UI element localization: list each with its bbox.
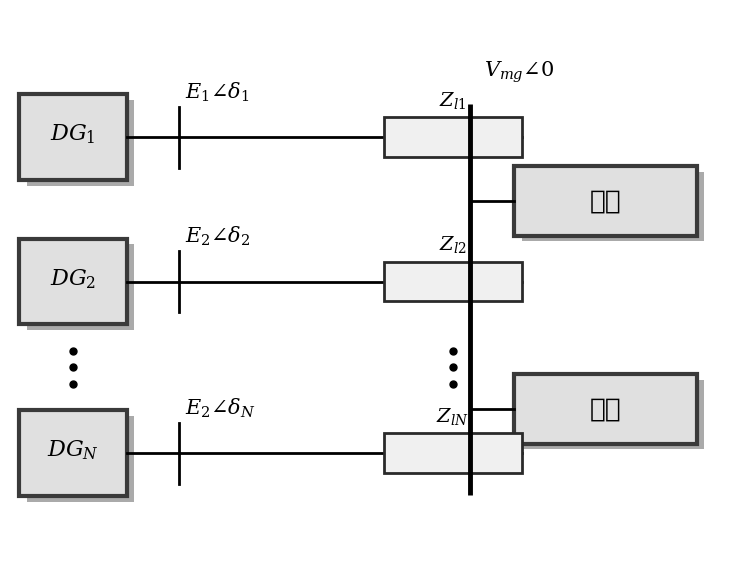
Text: $E_1\angle\delta_1$: $E_1\angle\delta_1$	[185, 81, 250, 104]
Text: $Z_{l1}$: $Z_{l1}$	[439, 90, 466, 111]
Text: $Z_{lN}$: $Z_{lN}$	[437, 406, 469, 427]
Bar	[26, 416, 135, 502]
Bar	[522, 172, 704, 242]
Bar	[19, 410, 127, 497]
Bar	[26, 100, 135, 186]
Bar	[384, 434, 522, 473]
Bar	[522, 380, 704, 449]
Text: $E_2\angle\delta_N$: $E_2\angle\delta_N$	[185, 397, 256, 420]
Text: $DG_N$: $DG_N$	[47, 439, 99, 462]
Bar	[384, 117, 522, 157]
Bar	[19, 94, 127, 180]
Text: $Z_{l2}$: $Z_{l2}$	[439, 234, 467, 255]
Bar	[514, 167, 697, 236]
Text: $DG_2$: $DG_2$	[50, 267, 96, 291]
Bar	[26, 244, 135, 330]
Bar	[19, 239, 127, 324]
Text: $DG_1$: $DG_1$	[50, 123, 96, 146]
Text: $E_2\angle\delta_2$: $E_2\angle\delta_2$	[185, 225, 251, 248]
Bar	[514, 374, 697, 444]
Text: $V_{mg}\angle 0$: $V_{mg}\angle 0$	[484, 59, 555, 84]
Bar	[384, 262, 522, 301]
Text: 加载: 加载	[590, 188, 621, 214]
Text: 加载: 加载	[590, 396, 621, 422]
